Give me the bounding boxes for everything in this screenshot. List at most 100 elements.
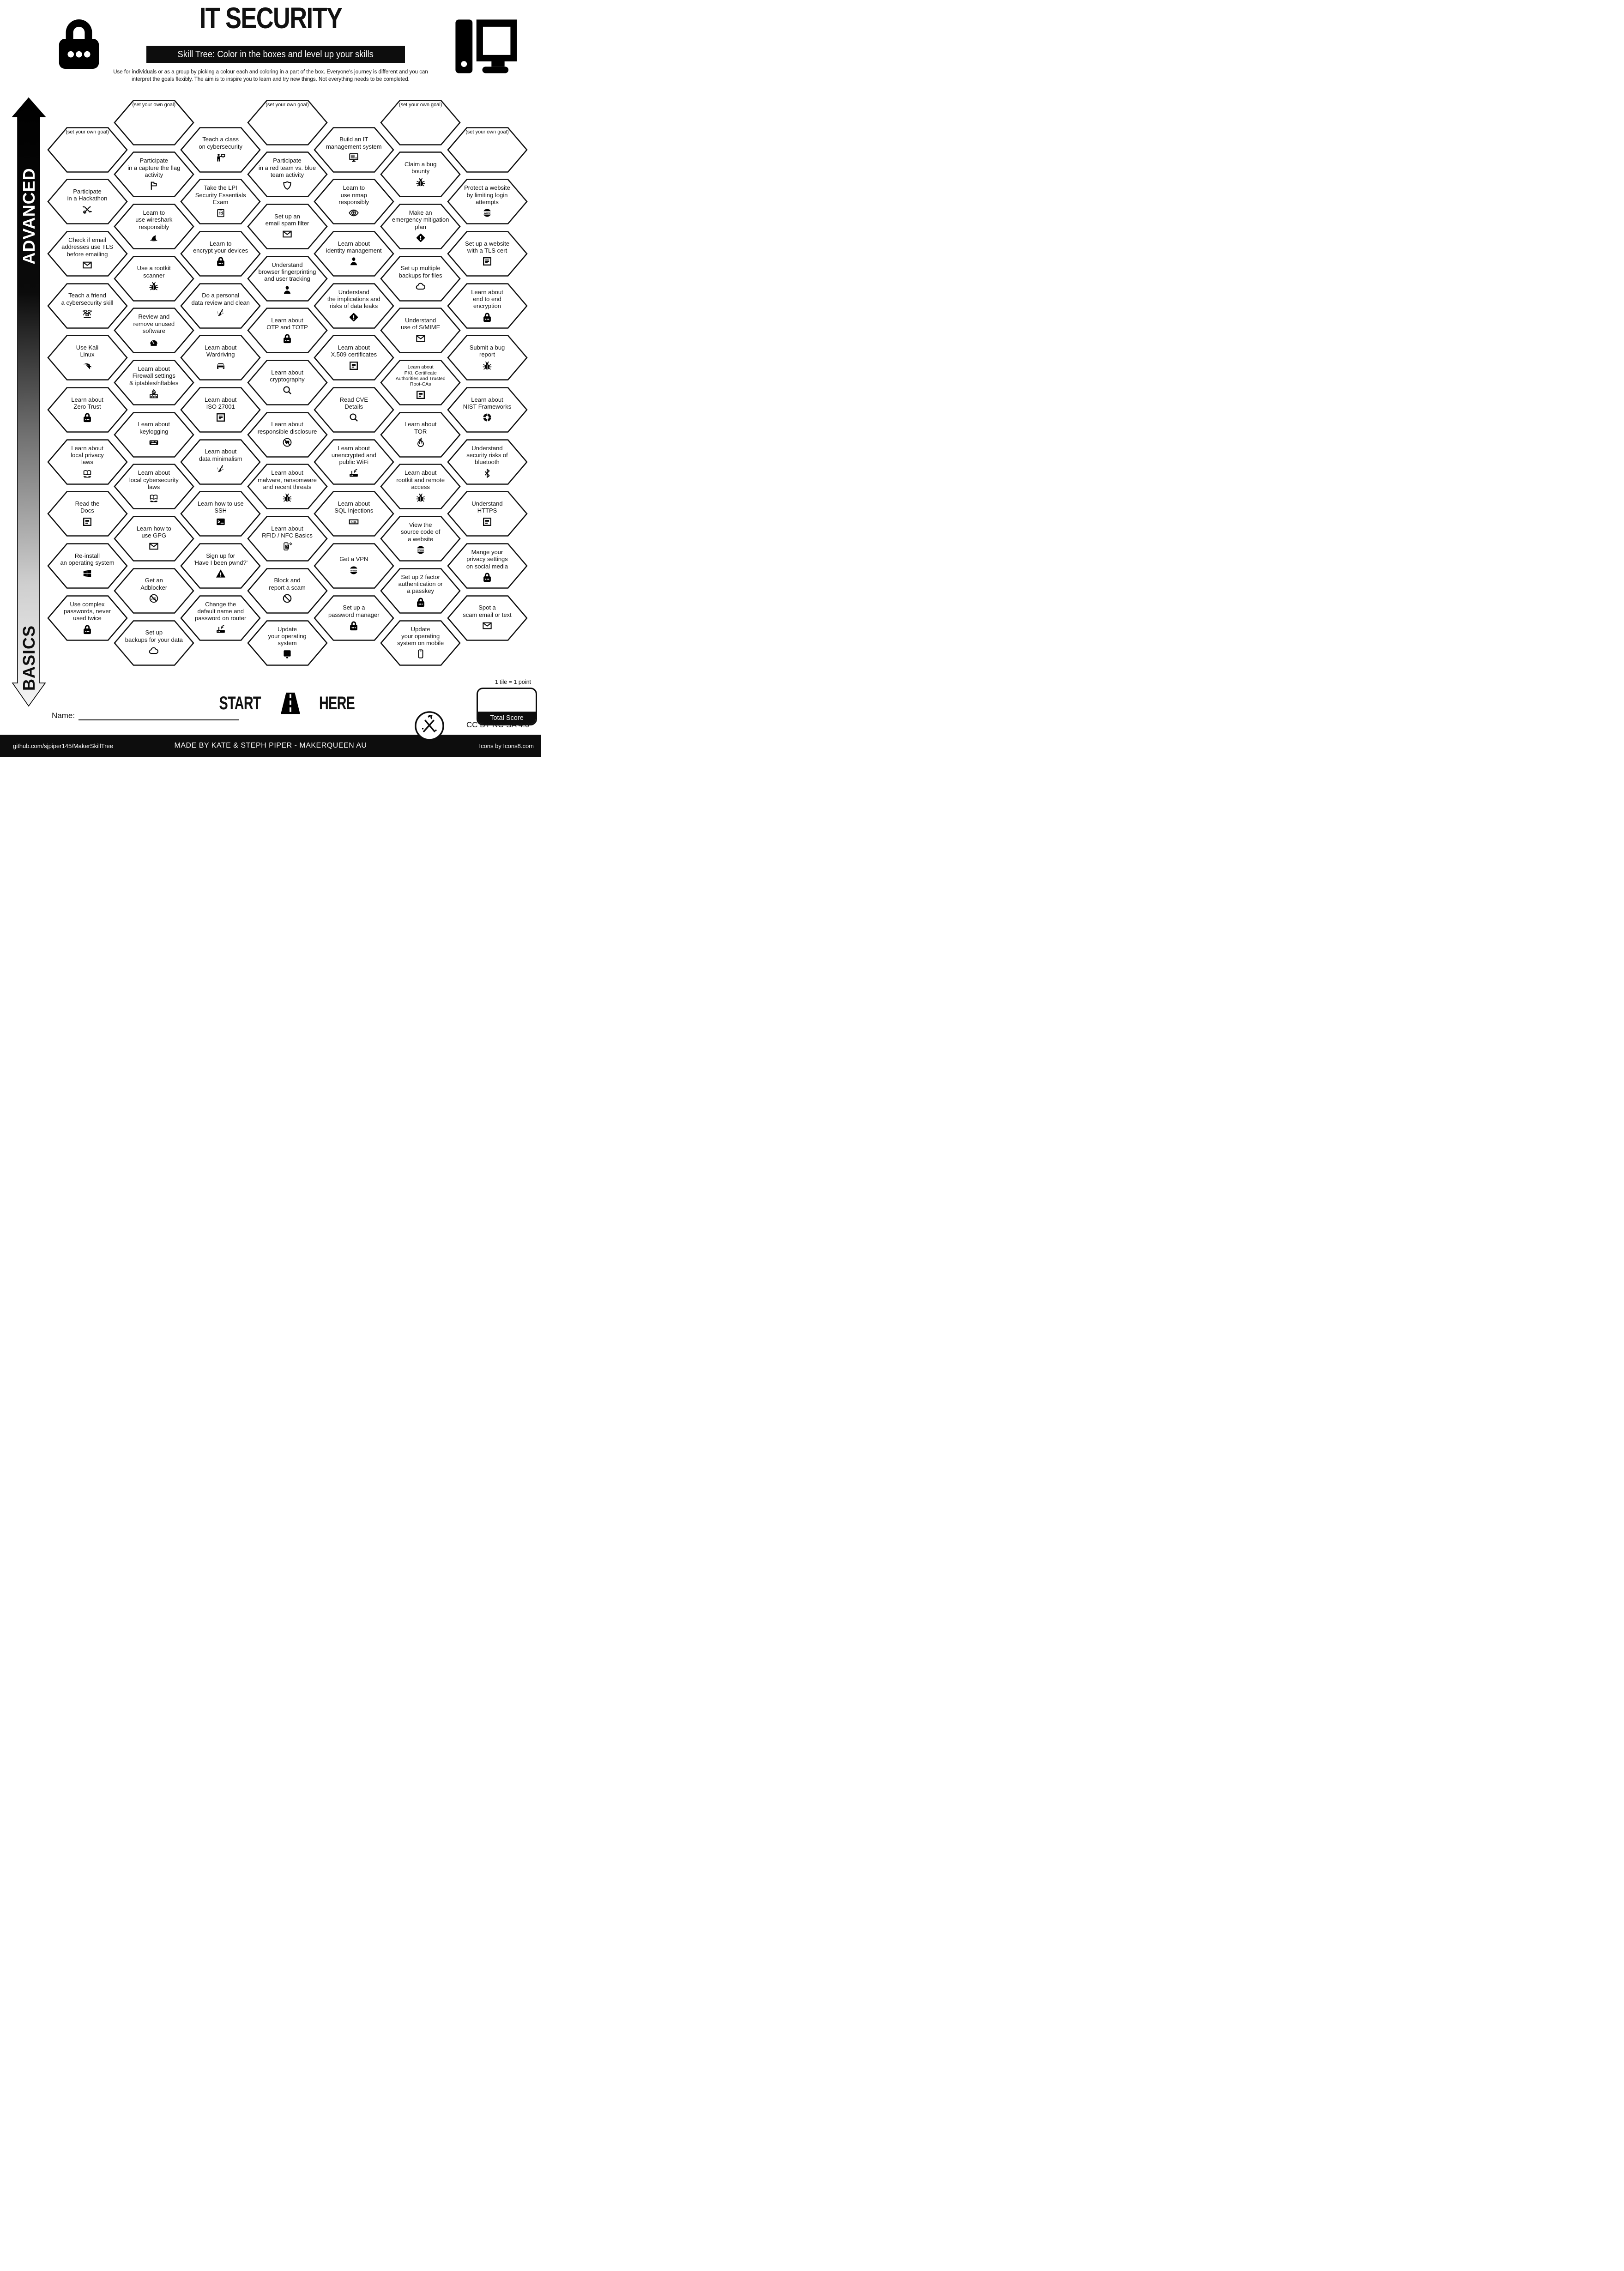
goal-hex[interactable]: (set your own goal) bbox=[380, 99, 461, 146]
hex-outline bbox=[47, 335, 128, 381]
skill-hex[interactable]: Get a VPN bbox=[314, 543, 394, 589]
skill-hex[interactable]: Block and report a scam bbox=[247, 568, 328, 614]
skill-hex[interactable]: Get an Adblocker bbox=[114, 568, 194, 614]
skill-hex[interactable]: Learn about RFID / NFC Basics bbox=[247, 515, 328, 562]
skill-hex[interactable]: Claim a bug bounty bbox=[380, 151, 461, 198]
skill-hex[interactable]: Learn about unencrypted and public WiFi bbox=[314, 439, 394, 485]
skill-hex[interactable]: Learn to encrypt your devices bbox=[180, 230, 261, 277]
skill-hex[interactable]: Learn about local cybersecurity laws bbox=[114, 463, 194, 510]
total-score-box[interactable]: Total Score bbox=[477, 688, 537, 725]
hex-content: Set up a website with a TLS cert bbox=[447, 230, 528, 277]
skill-hex[interactable]: Use Kali Linux bbox=[47, 334, 128, 381]
skill-hex[interactable]: Learn about Wardriving bbox=[180, 334, 261, 381]
skill-hex[interactable]: Update your operating system bbox=[247, 620, 328, 666]
skill-hex[interactable]: Learn about OTP and TOTP bbox=[247, 307, 328, 354]
skill-hex[interactable]: Learn how to use GPG bbox=[114, 515, 194, 562]
skill-hex[interactable]: Set up a password manager bbox=[314, 595, 394, 641]
skill-hex[interactable]: Set up multiple backups for files bbox=[380, 255, 461, 302]
skill-hex[interactable]: Read CVE Details bbox=[314, 387, 394, 433]
skill-hex[interactable]: Learn to use nmap responsibly bbox=[314, 178, 394, 225]
skill-label: Learn to encrypt your devices bbox=[193, 240, 248, 254]
skill-hex[interactable]: Learn about keylogging bbox=[114, 411, 194, 458]
subtitle-banner: Skill Tree: Color in the boxes and level… bbox=[146, 46, 405, 63]
hex-outline bbox=[447, 491, 528, 537]
skill-hex[interactable]: Learn about responsible disclosure bbox=[247, 411, 328, 458]
hex-content: Learn about unencrypted and public WiFi bbox=[314, 439, 394, 485]
skill-hex[interactable]: Use complex passwords, never used twice bbox=[47, 595, 128, 641]
hex-content: Use complex passwords, never used twice bbox=[47, 595, 128, 641]
skill-hex[interactable]: Learn about ISO 27001 bbox=[180, 387, 261, 433]
skill-hex[interactable]: Understand HTTPS bbox=[447, 490, 528, 537]
skill-hex[interactable]: Use a rootkit scanner bbox=[114, 255, 194, 302]
hex-content: Learn about cryptography bbox=[247, 359, 328, 406]
tile-point-note: 1 tile = 1 point bbox=[495, 679, 531, 685]
hex-content: Learn about RFID / NFC Basics bbox=[247, 515, 328, 562]
skill-hex[interactable]: Make an emergency mitigation plan bbox=[380, 203, 461, 250]
skill-hex[interactable]: Spot a scam email or text bbox=[447, 595, 528, 641]
goal-hex[interactable]: (set your own goal) bbox=[114, 99, 194, 146]
skill-hex[interactable]: Set up 2 factor authentication or a pass… bbox=[380, 568, 461, 614]
hex-outline bbox=[180, 231, 261, 277]
skill-hex[interactable]: Update your operating system on mobile bbox=[380, 620, 461, 666]
skill-hex[interactable]: Participate in a capture the flag activi… bbox=[114, 151, 194, 198]
skill-hex[interactable]: Set up a website with a TLS cert bbox=[447, 230, 528, 277]
skill-hex[interactable]: Learn about identity management bbox=[314, 230, 394, 277]
skill-hex[interactable]: Learn about TOR bbox=[380, 411, 461, 458]
skill-hex[interactable]: Teach a friend a cybersecurity skill bbox=[47, 283, 128, 329]
hex-content: (set your own goal) bbox=[114, 99, 194, 146]
skill-hex[interactable]: Learn about X.509 certificates bbox=[314, 334, 394, 381]
skill-hex[interactable]: Teach a class on cybersecurity bbox=[180, 127, 261, 173]
skill-hex[interactable]: Learn about Firewall settings & iptables… bbox=[114, 359, 194, 406]
skill-hex[interactable]: Protect a website by limiting login atte… bbox=[447, 178, 528, 225]
skill-hex[interactable]: Learn how to use SSH bbox=[180, 490, 261, 537]
skill-hex[interactable]: Mange your privacy settings on social me… bbox=[447, 543, 528, 589]
skill-hex[interactable]: Learn about rootkit and remote access bbox=[380, 463, 461, 510]
skill-hex[interactable]: Understand browser fingerprinting and us… bbox=[247, 255, 328, 302]
goal-hex[interactable]: (set your own goal) bbox=[47, 127, 128, 173]
skill-hex[interactable]: Learn about end to end encryption bbox=[447, 283, 528, 329]
skill-hex[interactable]: Do a personal data review and clean bbox=[180, 283, 261, 329]
skill-hex[interactable]: Set up an email spam filter bbox=[247, 203, 328, 250]
skill-hex[interactable]: Participate in a Hackathon bbox=[47, 178, 128, 225]
hex-content: Protect a website by limiting login atte… bbox=[447, 178, 528, 225]
skill-hex[interactable]: Read the Docs bbox=[47, 490, 128, 537]
skill-hex[interactable]: Learn about malware, ransomware and rece… bbox=[247, 463, 328, 510]
monitor-icon bbox=[281, 648, 293, 660]
goal-hex[interactable]: (set your own goal) bbox=[247, 99, 328, 146]
skill-hex[interactable]: View the source code of a website bbox=[380, 515, 461, 562]
goal-hex[interactable]: (set your own goal) bbox=[447, 127, 528, 173]
skill-hex[interactable]: Take the LPI Security Essentials Exam bbox=[180, 178, 261, 225]
hex-content: Build an IT management system bbox=[314, 127, 394, 173]
skill-hex[interactable]: Learn to use wireshark responsibly bbox=[114, 203, 194, 250]
skill-hex[interactable]: Build an IT management system bbox=[314, 127, 394, 173]
skill-hex[interactable]: Understand security risks of bluetooth bbox=[447, 439, 528, 485]
skill-hex[interactable]: Learn about SQL Injections bbox=[314, 490, 394, 537]
hex-outline bbox=[114, 516, 194, 562]
skill-label: Participate in a red team vs. blue team … bbox=[258, 157, 316, 178]
skill-hex[interactable]: Submit a bug report bbox=[447, 334, 528, 381]
hex-content: Teach a friend a cybersecurity skill bbox=[47, 283, 128, 329]
skill-hex[interactable]: Review and remove unused software bbox=[114, 307, 194, 354]
skill-hex[interactable]: Learn about local privacy laws bbox=[47, 439, 128, 485]
skill-hex[interactable]: Learn about NIST Frameworks bbox=[447, 387, 528, 433]
hex-content: Understand use of S/MIME bbox=[380, 307, 461, 354]
skill-hex[interactable]: Re-install an operating system bbox=[47, 543, 128, 589]
skill-hex[interactable]: Change the default name and password on … bbox=[180, 595, 261, 641]
skill-label: Understand browser fingerprinting and us… bbox=[258, 261, 316, 283]
skill-hex[interactable]: Participate in a red team vs. blue team … bbox=[247, 151, 328, 198]
skill-hex[interactable]: Understand use of S/MIME bbox=[380, 307, 461, 354]
skill-hex[interactable]: Understand the implications and risks of… bbox=[314, 283, 394, 329]
skill-label: Set up 2 factor authentication or a pass… bbox=[398, 573, 443, 595]
skill-label: Understand HTTPS bbox=[471, 500, 503, 514]
skill-hex[interactable]: Sign up for 'Have I been pwnd?' bbox=[180, 543, 261, 589]
skill-hex[interactable]: Learn about PKI, Certificate Authorities… bbox=[380, 359, 461, 406]
name-input-line[interactable] bbox=[78, 711, 240, 720]
skill-hex[interactable]: Check if email addresses use TLS before … bbox=[47, 230, 128, 277]
hex-outline bbox=[47, 283, 128, 329]
skill-hex[interactable]: Learn about Zero Trust bbox=[47, 387, 128, 433]
skill-hex[interactable]: Learn about cryptography bbox=[247, 359, 328, 406]
skill-hex[interactable]: Set up backups for your data bbox=[114, 620, 194, 666]
hex-content: Learn about end to end encryption bbox=[447, 283, 528, 329]
hex-outline bbox=[47, 543, 128, 589]
skill-hex[interactable]: Learn about data minimalism bbox=[180, 439, 261, 485]
